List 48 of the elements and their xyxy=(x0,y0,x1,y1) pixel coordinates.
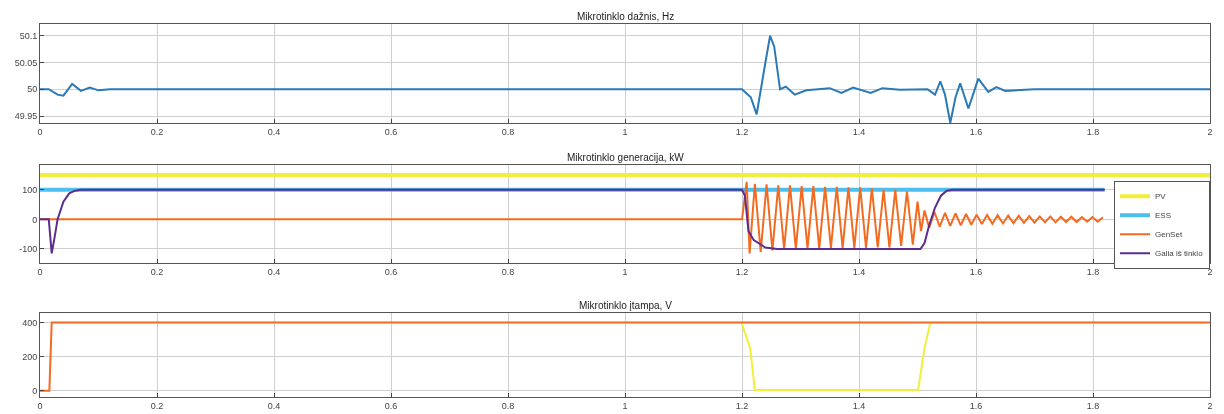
y-tick-label: 400 xyxy=(22,317,38,328)
x-tick-label: 1.6 xyxy=(969,400,983,411)
legend-label: Galia iš tinklo xyxy=(1155,249,1204,259)
x-tick-label: 2 xyxy=(1207,266,1213,277)
line-series xyxy=(40,34,1210,123)
x-tick-label: 1 xyxy=(622,126,628,137)
y-tick-label: 100 xyxy=(22,184,38,195)
x-tick-label: 1.2 xyxy=(735,400,749,411)
chart-title: Mikrotinklo dažnis, Hz xyxy=(577,11,675,22)
x-tick-label: 1.8 xyxy=(1086,400,1100,411)
y-tick-label: 200 xyxy=(22,351,38,362)
legend-label: GenSet xyxy=(1155,230,1183,240)
y-tick-label: 50.1 xyxy=(19,30,38,41)
x-tick-label: 1.2 xyxy=(735,266,749,277)
y-tick-label: 49.95 xyxy=(14,111,38,122)
x-tick-label: 0.2 xyxy=(150,126,164,137)
x-tick-label: 1.8 xyxy=(1086,266,1100,277)
chart-title: Mikrotinklo generacija, kW xyxy=(567,152,685,163)
x-tick-label: 2 xyxy=(1207,126,1213,137)
x-tick-label: 0.4 xyxy=(267,400,281,411)
y-tick-label: 0 xyxy=(32,214,38,225)
chart-title: Mikrotinklo įtampa, V xyxy=(579,300,673,311)
x-tick-label: 0.2 xyxy=(150,266,164,277)
x-tick-label: 0.6 xyxy=(384,126,398,137)
x-tick-label: 1.4 xyxy=(852,400,866,411)
y-tick-label: -100 xyxy=(19,244,38,255)
x-tick-label: 0.6 xyxy=(384,266,398,277)
x-tick-label: 0.4 xyxy=(267,126,281,137)
y-tick-label: 50 xyxy=(27,84,38,95)
x-tick-label: 0.8 xyxy=(501,266,515,277)
y-tick-label: 50.05 xyxy=(14,57,38,68)
x-tick-label: 0.4 xyxy=(267,266,281,277)
legend-label: PV xyxy=(1155,192,1167,202)
x-tick-label: 1.4 xyxy=(852,266,866,277)
x-tick-label: 0.8 xyxy=(501,400,515,411)
x-tick-label: 1.2 xyxy=(735,126,749,137)
x-tick-label: 1 xyxy=(622,400,628,411)
x-tick-label: 1.6 xyxy=(969,266,983,277)
x-tick-label: 0.2 xyxy=(150,400,164,411)
x-tick-label: 1.8 xyxy=(1086,126,1100,137)
x-tick-label: 2 xyxy=(1207,400,1213,411)
x-tick-label: 1 xyxy=(622,266,628,277)
x-tick-label: 1.6 xyxy=(969,126,983,137)
x-tick-label: 1.4 xyxy=(852,126,866,137)
y-tick-label: 0 xyxy=(32,386,38,397)
x-tick-label: 0.8 xyxy=(501,126,515,137)
x-tick-label: 0.6 xyxy=(384,400,398,411)
legend-label: ESS xyxy=(1155,211,1172,221)
